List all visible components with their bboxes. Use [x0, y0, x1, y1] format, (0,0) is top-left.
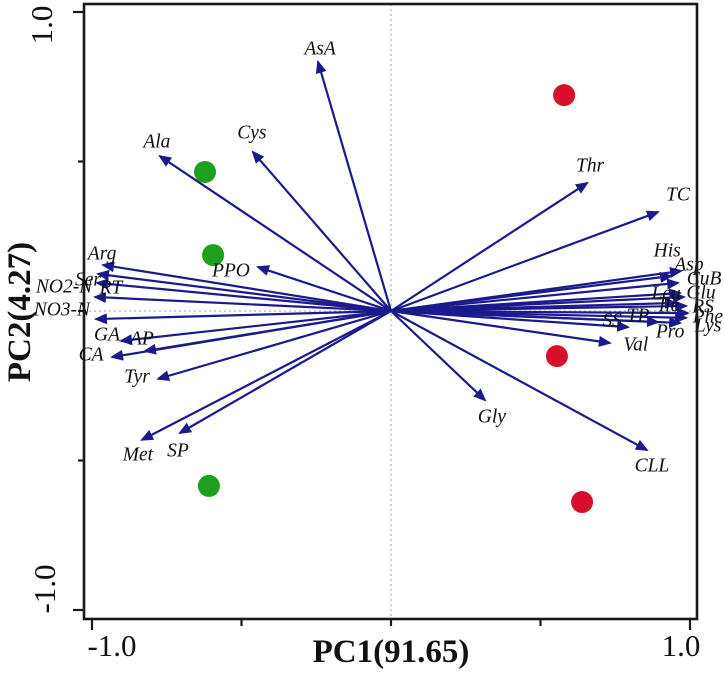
- loading-vectors: [92, 60, 690, 452]
- vector-label-Phe: Phe: [692, 307, 724, 328]
- score-point-red-6: [571, 491, 594, 514]
- vector-label-AP: AP: [128, 329, 154, 350]
- loading-arrow-Cys: [251, 150, 392, 312]
- loading-arrow-CLL: [390, 310, 649, 452]
- vector-label-Ala: Ala: [141, 132, 170, 153]
- vector-label-Thr: Thr: [576, 155, 605, 176]
- vector-label-Lys: Lys: [694, 315, 722, 336]
- score-point-red-5: [545, 345, 568, 368]
- vector-label-TC: TC: [666, 184, 691, 205]
- loading-arrow-Thr: [390, 181, 589, 312]
- vector-label-PPO: PPO: [211, 261, 250, 282]
- vector-label-NO2-N: NO2-N: [35, 276, 93, 297]
- vector-label-Ile: Ile: [658, 295, 680, 316]
- x-axis-title: PC1(91.65): [313, 634, 470, 670]
- loading-arrow-TP: [390, 309, 661, 328]
- loading-arrow-AsA: [315, 60, 393, 312]
- score-point-green-2: [202, 244, 225, 267]
- vector-label-Pro: Pro: [655, 321, 685, 342]
- vector-label-TP: TP: [627, 306, 650, 327]
- loading-arrow-RT: [92, 291, 392, 313]
- vector-label-GA: GA: [94, 324, 120, 345]
- loading-arrow-SS: [390, 309, 631, 332]
- x-tick-label-pos1: 1.0: [662, 628, 701, 663]
- plot-border: [82, 2, 699, 621]
- y-tick-label-pos1: 1.0: [24, 6, 59, 45]
- loading-arrow-Met: [140, 310, 392, 441]
- score-points: [194, 84, 594, 514]
- vector-label-His: His: [653, 240, 681, 261]
- vector-label-CLL: CLL: [635, 456, 670, 477]
- vector-label-SS: SS: [602, 311, 622, 332]
- score-point-green-1: [194, 160, 217, 183]
- loading-arrow-PPO: [256, 265, 392, 313]
- loading-arrow-Gly: [390, 310, 487, 402]
- loading-arrow-Ala: [158, 155, 392, 312]
- vector-label-Arg: Arg: [86, 243, 117, 264]
- vector-label-NO3-N: NO3-N: [33, 300, 91, 321]
- vector-label-CuB: CuB: [687, 268, 722, 289]
- loading-arrow-CuB: [390, 278, 681, 313]
- loading-arrow-CA: [110, 309, 392, 361]
- vector-label-Val: Val: [623, 334, 648, 355]
- loading-arrow-Ser: [95, 269, 392, 313]
- score-point-green-3: [197, 474, 220, 497]
- x-tick-label-neg1: -1.0: [87, 628, 136, 663]
- vector-label-Leu: Leu: [651, 284, 682, 305]
- vector-label-Cys: Cys: [237, 122, 266, 143]
- loading-arrow-SP: [178, 310, 392, 434]
- vector-label-SP: SP: [167, 440, 189, 461]
- vector-label-RT: RT: [99, 277, 124, 298]
- vector-label-CA: CA: [79, 345, 104, 366]
- y-tick-label-neg1: -1.0: [27, 564, 62, 613]
- loading-arrow-GA: [119, 309, 392, 346]
- vector-label-Ser: Ser: [75, 269, 101, 290]
- y-axis-title: PC2(4.27): [2, 242, 38, 382]
- loading-arrow-NO2-N: [95, 278, 392, 313]
- vector-label-Glu: Glu: [686, 282, 716, 303]
- loading-arrow-Asp: [390, 266, 684, 313]
- vector-label-AsA: AsA: [302, 38, 336, 59]
- loading-arrow-Val: [390, 309, 612, 347]
- score-point-red-4: [553, 84, 576, 107]
- loading-arrow-RS: [390, 300, 689, 313]
- vector-label-Gly: Gly: [478, 407, 507, 428]
- vector-label-Met: Met: [122, 444, 154, 465]
- loading-arrow-Arg: [101, 261, 392, 313]
- loading-arrow-Tyr: [156, 309, 392, 382]
- loading-arrow-TC: [390, 210, 660, 313]
- axis-ticks: [73, 10, 692, 630]
- loading-arrow-NO3-N: [93, 309, 392, 325]
- vector-label-Tyr: Tyr: [124, 366, 150, 387]
